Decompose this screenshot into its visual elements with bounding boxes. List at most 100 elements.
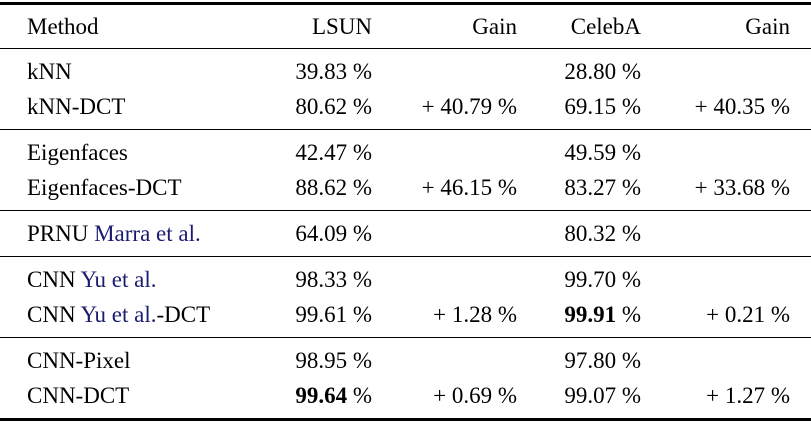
value: + 46.15 <box>421 174 493 200</box>
percent-sign: % <box>347 266 372 292</box>
group-knn: kNN 39.83 % 28.80 % kNN-DCT 80.62 % + 40… <box>0 49 811 130</box>
col-header-lsun: LSUN <box>311 13 372 39</box>
cell-gain-lsun: + 46.15 % <box>372 170 517 211</box>
value: 80.32 <box>564 220 617 246</box>
table-row: CNN-Pixel 98.95 % 97.80 % <box>0 338 811 379</box>
cell-gain-lsun <box>372 257 517 298</box>
percent-sign: % <box>347 347 372 373</box>
cell-gain-lsun <box>372 338 517 379</box>
value: 49.59 <box>564 139 617 165</box>
method-label: kNN-DCT <box>27 93 126 119</box>
method-label: CNN <box>27 266 81 292</box>
method-label: CNN-Pixel <box>27 347 131 373</box>
value: + 1.28 <box>433 301 493 327</box>
percent-sign: % <box>765 382 790 408</box>
cell-celeba: 83.27 % <box>517 170 641 211</box>
group-cnn-yu: CNN Yu et al. 98.33 % 99.70 % CNN Yu et … <box>0 257 811 338</box>
method-label: PRNU <box>27 220 95 246</box>
cell-gain-lsun: + 1.28 % <box>372 297 517 338</box>
cell-gain-celeba <box>641 338 811 379</box>
table-row: CNN Yu et al.-DCT 99.61 % + 1.28 % 99.91… <box>0 297 811 338</box>
cell-gain-lsun <box>372 130 517 171</box>
method-label: Eigenfaces-DCT <box>27 174 182 200</box>
cell-method: CNN-Pixel <box>0 338 243 379</box>
cell-method: Eigenfaces <box>0 130 243 171</box>
percent-sign: % <box>347 58 372 84</box>
percent-sign: % <box>492 93 517 119</box>
cell-lsun: 88.62 % <box>243 170 372 211</box>
percent-sign: % <box>616 301 641 327</box>
method-label: kNN <box>27 58 72 84</box>
cell-celeba: 80.32 % <box>517 211 641 257</box>
percent-sign: % <box>347 139 372 165</box>
citation-link-yu[interactable]: Yu et al. <box>80 266 157 292</box>
citation-link-marra[interactable]: Marra et al. <box>94 220 201 246</box>
method-label-suffix: -DCT <box>156 301 211 327</box>
percent-sign: % <box>492 382 517 408</box>
table-row: kNN 39.83 % 28.80 % <box>0 49 811 90</box>
method-label: CNN-DCT <box>27 382 130 408</box>
cell-celeba: 28.80 % <box>517 49 641 90</box>
value: + 0.69 <box>433 382 493 408</box>
value: + 33.68 <box>694 174 766 200</box>
cell-gain-celeba <box>641 49 811 90</box>
cell-lsun: 99.64 % <box>243 378 372 420</box>
value: + 1.27 <box>706 382 766 408</box>
cell-lsun: 39.83 % <box>243 49 372 90</box>
value: 83.27 <box>564 174 617 200</box>
table-row: PRNU Marra et al. 64.09 % 80.32 % <box>0 211 811 257</box>
cell-lsun: 64.09 % <box>243 211 372 257</box>
percent-sign: % <box>492 301 517 327</box>
cell-method: CNN Yu et al. <box>0 257 243 298</box>
table-row: Eigenfaces-DCT 88.62 % + 46.15 % 83.27 %… <box>0 170 811 211</box>
percent-sign: % <box>765 174 790 200</box>
group-prnu: PRNU Marra et al. 64.09 % 80.32 % <box>0 211 811 257</box>
percent-sign: % <box>347 301 372 327</box>
percent-sign: % <box>347 382 372 408</box>
value: 88.62 <box>295 174 348 200</box>
cell-method: PRNU Marra et al. <box>0 211 243 257</box>
method-label: CNN <box>27 301 81 327</box>
cell-gain-celeba <box>641 211 811 257</box>
value: 80.62 <box>295 93 348 119</box>
value: 97.80 <box>564 347 617 373</box>
percent-sign: % <box>347 174 372 200</box>
header-row: Method LSUN Gain CelebA Gain <box>0 4 811 49</box>
value: + 40.79 <box>421 93 493 119</box>
value: 69.15 <box>564 93 617 119</box>
value: 42.47 <box>295 139 348 165</box>
value: 99.91 <box>564 301 617 327</box>
cell-gain-lsun: + 40.79 % <box>372 89 517 130</box>
cell-lsun: 98.33 % <box>243 257 372 298</box>
value: + 40.35 <box>694 93 766 119</box>
col-header-method: Method <box>27 13 99 39</box>
percent-sign: % <box>616 220 641 246</box>
value: 99.64 <box>295 382 348 408</box>
cell-celeba: 99.91 % <box>517 297 641 338</box>
cell-lsun: 98.95 % <box>243 338 372 379</box>
percent-sign: % <box>616 139 641 165</box>
table-row: CNN Yu et al. 98.33 % 99.70 % <box>0 257 811 298</box>
table-row: Eigenfaces 42.47 % 49.59 % <box>0 130 811 171</box>
cell-method: CNN Yu et al.-DCT <box>0 297 243 338</box>
cell-celeba: 49.59 % <box>517 130 641 171</box>
table-row: kNN-DCT 80.62 % + 40.79 % 69.15 % + 40.3… <box>0 89 811 130</box>
percent-sign: % <box>616 382 641 408</box>
cell-gain-celeba: + 1.27 % <box>641 378 811 420</box>
value: 98.95 <box>295 347 348 373</box>
cell-method: CNN-DCT <box>0 378 243 420</box>
cell-lsun: 99.61 % <box>243 297 372 338</box>
percent-sign: % <box>347 93 372 119</box>
cell-gain-celeba: + 0.21 % <box>641 297 811 338</box>
col-header-celeba: CelebA <box>570 13 641 39</box>
value: 99.70 <box>564 266 617 292</box>
percent-sign: % <box>492 174 517 200</box>
cell-gain-lsun: + 0.69 % <box>372 378 517 420</box>
percent-sign: % <box>347 220 372 246</box>
percent-sign: % <box>616 58 641 84</box>
citation-link-yu[interactable]: Yu et al. <box>80 301 157 327</box>
method-label: Eigenfaces <box>27 139 128 165</box>
cell-celeba: 97.80 % <box>517 338 641 379</box>
col-header-gain-lsun: Gain <box>472 13 517 39</box>
